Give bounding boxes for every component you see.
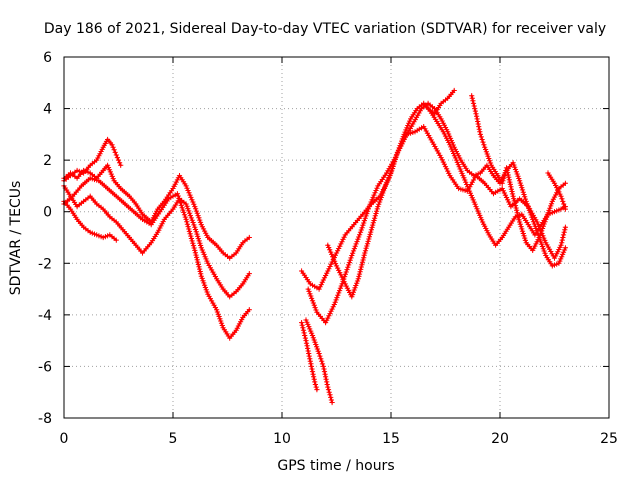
series-point-markers xyxy=(299,320,320,393)
y-axis-label: SDTVAR / TECUs xyxy=(8,181,24,296)
series-trace-3 xyxy=(61,198,119,243)
series-point-markers xyxy=(61,198,119,243)
series-trace-line xyxy=(62,184,251,298)
x-axis-label: GPS time / hours xyxy=(277,458,394,474)
series-point-markers xyxy=(425,87,457,117)
y-tick-label: -4 xyxy=(38,308,52,324)
y-tick-label: 6 xyxy=(43,50,52,66)
plot-frame xyxy=(63,56,610,419)
series-trace-7 xyxy=(303,317,335,406)
series-trace-4 xyxy=(61,183,252,300)
series-trace-11 xyxy=(469,93,568,253)
y-tick-label: 2 xyxy=(43,153,52,169)
series-trace-12 xyxy=(425,87,457,117)
y-tick-label: -6 xyxy=(38,359,52,375)
series-trace-9 xyxy=(305,100,568,326)
series-point-markers xyxy=(305,100,568,326)
series-point-markers xyxy=(61,175,252,341)
chart-title: Day 186 of 2021, Sidereal Day-to-day VTE… xyxy=(44,21,606,37)
series-trace-5 xyxy=(61,175,252,341)
series-point-markers xyxy=(61,183,252,300)
x-tick-label: 5 xyxy=(169,431,178,447)
axis-ticks: 0 5 10 15 20 25 -8 -6 -4 -2 0 2 4 6 xyxy=(38,50,618,447)
x-tick-label: 20 xyxy=(491,431,509,447)
y-tick-label: -8 xyxy=(38,411,52,427)
series-point-markers xyxy=(325,100,568,300)
y-tick-label: -2 xyxy=(38,256,52,272)
series-point-markers xyxy=(545,170,568,212)
x-tick-label: 25 xyxy=(600,431,618,447)
series-point-markers xyxy=(303,317,335,406)
series-trace-line xyxy=(326,102,567,298)
series-trace-6 xyxy=(299,320,320,393)
x-tick-label: 0 xyxy=(60,431,69,447)
series-trace-13 xyxy=(545,170,568,212)
series-trace-line xyxy=(300,125,567,291)
y-tick-label: 4 xyxy=(43,102,52,118)
grid xyxy=(64,57,609,418)
series-trace-10 xyxy=(325,100,568,300)
y-tick-label: 0 xyxy=(43,205,52,221)
x-tick-label: 10 xyxy=(273,431,291,447)
series-trace-line xyxy=(307,102,567,324)
series-trace-line xyxy=(62,177,251,340)
series-point-markers xyxy=(469,93,568,253)
x-tick-label: 15 xyxy=(382,431,400,447)
plot-area xyxy=(61,87,568,406)
